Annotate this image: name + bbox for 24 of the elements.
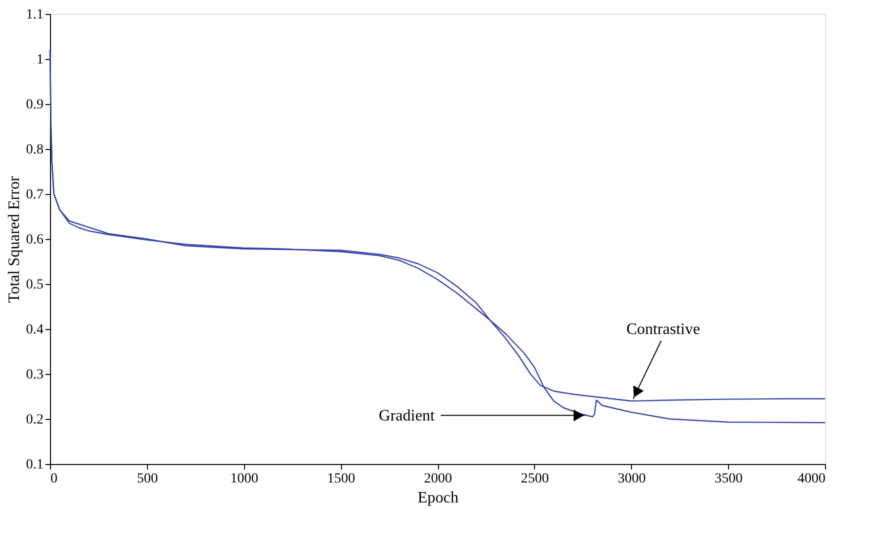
x-tick-label: 2500 (520, 472, 549, 486)
x-tick-label: 4000 (798, 472, 826, 486)
y-tick-label: 1 (36, 52, 44, 68)
annotation: Gradient (378, 407, 436, 424)
x-tick-label: 0 (50, 472, 58, 486)
y-tick-label: 0.3 (26, 368, 44, 382)
x-tick-label: 2000 (424, 472, 452, 486)
y-tick-label: 0.6 (26, 232, 44, 248)
y-tick-label: 0.7 (26, 188, 44, 202)
y-tick-label: 0.4 (26, 322, 44, 338)
x-tick-label: 1500 (327, 472, 356, 486)
y-tick-label: 0.8 (26, 142, 44, 158)
x-tick-label: 1000 (230, 472, 258, 486)
y-axis-title: Total Squared Error (6, 175, 23, 303)
y-tick-label: 0.2 (26, 412, 44, 428)
y-tick-label: 0.5 (26, 278, 44, 292)
annotation: Contrastive (626, 320, 700, 338)
y-tick-label: 1.1 (26, 8, 44, 22)
y-tick-label: 0.9 (26, 98, 44, 112)
x-tick-label: 500 (136, 472, 158, 486)
y-tick-label: 0.1 (26, 458, 44, 472)
x-axis-title: Epoch (418, 490, 458, 506)
x-tick-label: 3000 (618, 472, 646, 486)
x-tick-label: 3500 (714, 472, 743, 486)
